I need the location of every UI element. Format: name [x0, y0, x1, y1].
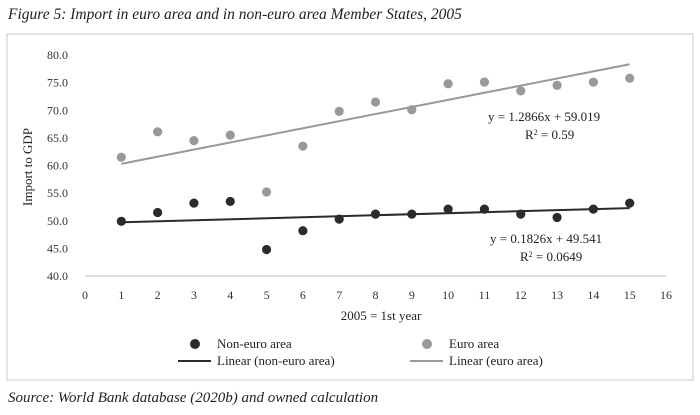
- point-euro: [261, 187, 272, 197]
- point-non-euro: [116, 216, 126, 226]
- point-euro: [625, 73, 635, 83]
- point-euro: [334, 106, 344, 116]
- x-tick-label: 15: [624, 288, 636, 302]
- x-tick-label: 1: [118, 288, 124, 302]
- x-tick-label: 9: [409, 288, 415, 302]
- point-non-euro: [516, 209, 526, 219]
- euro-r2: R2 = 0.59: [525, 127, 574, 142]
- noneuro-r2: R2 = 0.0649: [520, 249, 582, 264]
- legend: Non-euro area Euro area Linear (non-euro…: [178, 336, 543, 368]
- y-tick-label: 75.0: [47, 76, 68, 90]
- point-euro: [479, 77, 490, 87]
- point-euro: [407, 105, 417, 115]
- point-euro: [225, 130, 235, 140]
- x-axis-ticks: 0 1 2 3 4 5 6 7 8 9 10 11 12 13 14 15 16: [82, 288, 672, 302]
- y-tick-label: 70.0: [47, 103, 68, 117]
- y-tick-label: 50.0: [47, 214, 68, 228]
- point-euro: [298, 141, 308, 151]
- legend-label-linear-euro: Linear (euro area): [449, 353, 543, 368]
- source-note: Source: World Bank database (2020b) and …: [8, 390, 379, 406]
- point-euro: [116, 152, 126, 162]
- point-non-euro: [407, 209, 417, 219]
- x-tick-label: 0: [82, 288, 88, 302]
- x-tick-label: 12: [515, 288, 527, 302]
- x-tick-label: 10: [442, 288, 454, 302]
- chart-frame: [6, 33, 694, 381]
- point-non-euro: [370, 209, 381, 219]
- x-tick-label: 2: [155, 288, 161, 302]
- x-tick-label: 4: [227, 288, 233, 302]
- point-euro: [443, 79, 453, 89]
- data-points: [116, 73, 635, 255]
- point-non-euro: [552, 212, 562, 223]
- legend-marker-non-euro: [190, 339, 200, 349]
- x-tick-label: 14: [587, 288, 599, 302]
- y-axis-title: Import to GDP: [20, 128, 35, 206]
- point-euro: [552, 80, 562, 90]
- x-tick-label: 7: [336, 288, 342, 302]
- legend-marker-euro: [422, 339, 432, 349]
- euro-equation: y = 1.2866x + 59.019: [488, 109, 600, 124]
- point-non-euro: [334, 214, 344, 224]
- x-tick-label: 11: [479, 288, 491, 302]
- y-tick-label: 80.0: [47, 48, 68, 62]
- point-non-euro: [189, 198, 199, 208]
- point-euro: [370, 97, 381, 107]
- x-axis-title: 2005 = 1st year: [341, 308, 422, 323]
- x-tick-label: 13: [551, 288, 563, 302]
- y-axis-ticks: 40.0 45.0 50.0 55.0 60.0 65.0 70.0 75.0 80.0: [47, 48, 68, 283]
- legend-label-linear-non-euro: Linear (non-euro area): [217, 353, 335, 368]
- x-tick-label: 5: [264, 288, 270, 302]
- y-tick-label: 65.0: [47, 131, 68, 145]
- point-euro: [153, 127, 163, 137]
- point-non-euro: [588, 204, 598, 214]
- y-tick-label: 60.0: [47, 159, 68, 173]
- x-tick-label: 16: [660, 288, 672, 302]
- point-euro: [516, 86, 526, 96]
- point-non-euro: [261, 244, 272, 255]
- noneuro-equation: y = 0.1826x + 49.541: [490, 231, 602, 246]
- x-tick-label: 6: [300, 288, 306, 302]
- trendline-euro: [121, 63, 630, 165]
- y-tick-label: 55.0: [47, 186, 68, 200]
- point-non-euro: [298, 226, 308, 236]
- point-non-euro: [443, 204, 453, 214]
- x-tick-label: 3: [191, 288, 197, 302]
- point-non-euro: [625, 198, 635, 208]
- point-non-euro: [479, 204, 490, 214]
- figure-title: Figure 5: Import in euro area and in non…: [8, 6, 462, 23]
- legend-label-non-euro: Non-euro area: [217, 336, 292, 351]
- legend-label-euro: Euro area: [449, 336, 499, 351]
- point-euro: [189, 136, 199, 146]
- y-tick-label: 45.0: [47, 241, 68, 255]
- y-tick-label: 40.0: [47, 269, 68, 283]
- point-euro: [588, 77, 598, 87]
- point-non-euro: [225, 196, 235, 207]
- x-tick-label: 8: [373, 288, 379, 302]
- point-non-euro: [153, 207, 163, 218]
